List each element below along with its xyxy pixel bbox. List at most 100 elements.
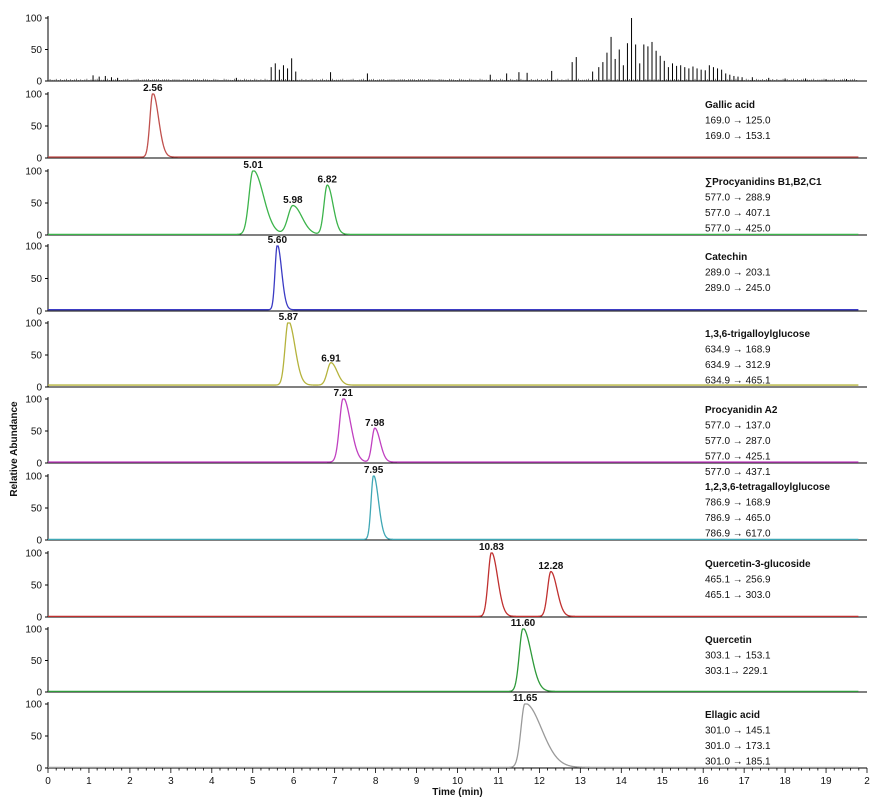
series-line [48, 170, 859, 236]
transition-label: 634.9 → 465.1 [705, 376, 771, 387]
y-tick-label: 0 [36, 307, 42, 318]
transition-label: 303.1 → 153.1 [705, 651, 771, 662]
compound-name: Catechin [705, 252, 747, 263]
peak-label: 11.60 [511, 618, 536, 629]
compound-name: Quercetin [705, 635, 752, 646]
series-line [48, 552, 859, 618]
series-line [48, 93, 859, 158]
compound-name: Ellagic acid [705, 710, 760, 721]
x-tick-label: 11 [493, 776, 504, 787]
x-tick-label: 17 [739, 776, 751, 787]
x-tick-label: 1 [86, 776, 92, 787]
x-tick-label: 6 [291, 776, 297, 787]
peak-label: 7.21 [334, 388, 354, 399]
peak-label: 5.87 [279, 312, 299, 323]
transition-label: 289.0 → 203.1 [705, 268, 771, 279]
series-line [48, 398, 859, 463]
series-line [48, 703, 859, 769]
transition-label: 577.0 → 425.0 [705, 224, 771, 235]
y-tick-label: 50 [31, 45, 43, 56]
transition-label: 169.0 → 153.1 [705, 131, 771, 142]
y-tick-label: 0 [36, 77, 42, 88]
transition-label: 301.0 → 185.1 [705, 757, 771, 768]
transition-label: 577.0 → 437.1 [705, 467, 771, 478]
peak-label: 7.95 [364, 465, 384, 476]
x-tick-label: 4 [209, 776, 215, 787]
y-tick-label: 50 [31, 656, 43, 667]
compound-name: Gallic acid [705, 100, 755, 111]
compound-name: Procyanidin A2 [705, 405, 778, 416]
peak-label: 2.56 [143, 83, 163, 94]
y-tick-label: 0 [36, 764, 42, 775]
y-tick-label: 100 [25, 90, 42, 101]
y-tick-label: 0 [36, 231, 42, 242]
peak-label: 7.98 [365, 418, 385, 429]
y-tick-label: 100 [25, 549, 42, 560]
transition-label: 577.0 → 137.0 [705, 421, 771, 432]
y-tick-label: 100 [25, 167, 42, 178]
compound-name: Quercetin-3-glucoside [705, 559, 811, 570]
x-tick-label: 0 [45, 776, 51, 787]
x-tick-label: 14 [616, 776, 628, 787]
series-line [48, 322, 859, 386]
transition-label: 577.0 → 287.0 [705, 436, 771, 447]
y-tick-label: 100 [25, 395, 42, 406]
x-tick-label: 13 [575, 776, 587, 787]
y-tick-label: 0 [36, 613, 42, 624]
transition-label: 289.0 → 245.0 [705, 283, 771, 294]
y-tick-label: 0 [36, 459, 42, 470]
transition-label: 303.1→ 229.1 [705, 666, 768, 677]
y-tick-label: 50 [31, 122, 43, 133]
series-line [48, 628, 859, 693]
peak-label: 5.01 [243, 160, 263, 171]
x-tick-label: 2 [864, 776, 870, 787]
peak-label: 11.65 [513, 693, 538, 704]
transition-label: 577.0 → 407.1 [705, 208, 771, 219]
x-tick-label: 10 [452, 776, 464, 787]
x-tick-label: 5 [250, 776, 256, 787]
peak-label: 5.60 [268, 235, 288, 246]
peak-label: 6.82 [318, 175, 338, 186]
y-tick-label: 100 [25, 242, 42, 253]
series-line [48, 245, 859, 311]
transition-label: 465.1 → 303.0 [705, 590, 771, 601]
transition-label: 577.0 → 425.1 [705, 452, 771, 463]
peak-label: 6.91 [321, 354, 341, 365]
transition-label: 301.0 → 173.1 [705, 741, 771, 752]
x-tick-label: 7 [332, 776, 338, 787]
x-tick-label: 8 [373, 776, 379, 787]
transition-label: 301.0 → 145.1 [705, 726, 771, 737]
y-tick-label: 50 [31, 427, 43, 438]
y-tick-label: 50 [31, 732, 43, 743]
y-tick-label: 100 [25, 472, 42, 483]
transition-label: 577.0 → 288.9 [705, 193, 771, 204]
y-tick-label: 50 [31, 351, 43, 362]
compound-name: ∑Procyanidins B1,B2,C1 [705, 177, 822, 188]
x-tick-label: 12 [534, 776, 546, 787]
y-tick-label: 100 [25, 700, 42, 711]
y-tick-label: 0 [36, 383, 42, 394]
x-tick-label: 2 [127, 776, 133, 787]
y-tick-label: 50 [31, 274, 43, 285]
peak-label: 10.83 [479, 542, 504, 553]
compound-name: 1,3,6-trigalloylglucose [705, 329, 810, 340]
y-tick-label: 0 [36, 536, 42, 547]
y-tick-label: 100 [25, 14, 42, 25]
x-axis-title: Time (min) [432, 787, 482, 798]
y-tick-label: 0 [36, 688, 42, 699]
y-tick-label: 100 [25, 625, 42, 636]
x-tick-label: 9 [414, 776, 420, 787]
x-tick-label: 15 [657, 776, 669, 787]
transition-label: 169.0 → 125.0 [705, 116, 771, 127]
transition-label: 634.9 → 168.9 [705, 345, 771, 356]
transition-label: 786.9 → 465.0 [705, 513, 771, 524]
peak-label: 12.28 [538, 561, 563, 572]
y-tick-label: 100 [25, 319, 42, 330]
x-tick-label: 19 [820, 776, 832, 787]
peak-label: 5.98 [283, 195, 303, 206]
y-axis-title: Relative Abundance [9, 401, 20, 497]
y-tick-label: 50 [31, 504, 43, 515]
y-tick-label: 0 [36, 154, 42, 165]
